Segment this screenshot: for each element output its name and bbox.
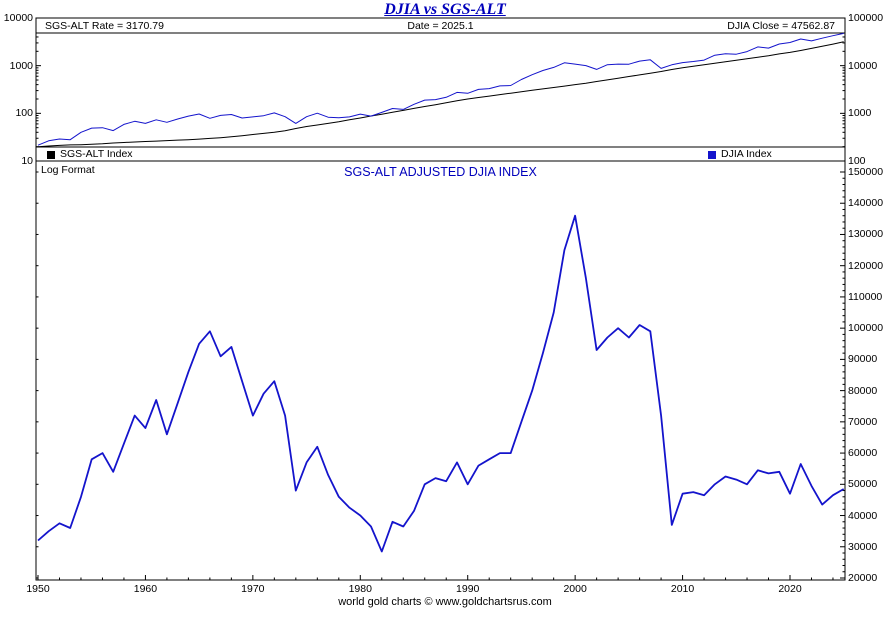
date-readout: Date = 2025.1	[407, 20, 474, 32]
sgs-alt-swatch-icon	[47, 150, 55, 159]
footer-credit: world gold charts © www.goldchartsrus.co…	[338, 596, 552, 608]
bottom-chart-title: SGS-ALT ADJUSTED DJIA INDEX	[344, 165, 537, 179]
x-axis-label: 1960	[133, 583, 158, 595]
bottom-right-axis-label: 70000	[848, 415, 878, 428]
bottom-right-axis-label: 120000	[848, 259, 884, 272]
top-left-axis-label: 1000	[9, 59, 33, 72]
bottom-right-axis-label: 30000	[848, 540, 878, 553]
x-axis-label: 2000	[563, 583, 587, 595]
djia-line	[37, 32, 844, 146]
chart-title: DJIA vs SGS-ALT	[384, 1, 506, 18]
legend-djia-label: DJIA Index	[721, 148, 772, 160]
x-axis-label: 1990	[456, 583, 480, 595]
x-axis-label: 1950	[26, 583, 50, 595]
legend-djia: DJIA Index	[708, 149, 772, 160]
bottom-right-axis-label: 100000	[848, 322, 884, 335]
bottom-right-axis-label: 40000	[848, 509, 878, 522]
djia-close-readout: DJIA Close = 47562.87	[727, 20, 835, 32]
top-right-axis-label: 100	[848, 155, 866, 167]
x-axis-label: 1970	[241, 583, 265, 595]
sgs-alt-line	[37, 41, 844, 148]
adjusted-djia-line	[37, 214, 845, 553]
top-plot-border	[35, 17, 846, 162]
top-right-axis-label: 1000	[848, 107, 872, 120]
bottom-right-axis-label: 80000	[848, 384, 878, 397]
bottom-plot-border	[35, 160, 846, 581]
bottom-right-axis-label: 20000	[848, 572, 878, 584]
legend-sgs-alt-label: SGS-ALT Index	[60, 148, 133, 160]
sgs-alt-rate-readout: SGS-ALT Rate = 3170.79	[45, 20, 164, 32]
top-left-axis-label: 10000	[3, 12, 33, 24]
top-left-axis-label: 10	[21, 155, 33, 167]
bottom-right-axis-label: 110000	[848, 290, 883, 303]
bottom-right-axis-label: 140000	[848, 197, 884, 210]
legend-sgs-alt: SGS-ALT Index	[47, 149, 133, 160]
bottom-right-axis-label: 50000	[848, 478, 878, 491]
top-right-axis-label: 100000	[848, 12, 884, 24]
bottom-right-axis-label: 60000	[848, 447, 878, 460]
x-axis-label: 2010	[670, 583, 695, 595]
x-axis-label: 2020	[778, 583, 802, 595]
bottom-right-axis-label: 130000	[848, 228, 884, 241]
log-format-label: Log Format	[41, 164, 95, 176]
top-left-axis-label: 100	[15, 107, 33, 120]
bottom-right-axis-label: 90000	[848, 353, 878, 366]
top-right-axis-label: 10000	[848, 59, 878, 72]
bottom-right-axis-label: 150000	[848, 166, 884, 178]
djia-swatch-icon	[708, 150, 716, 159]
x-axis-label: 1980	[348, 583, 372, 595]
